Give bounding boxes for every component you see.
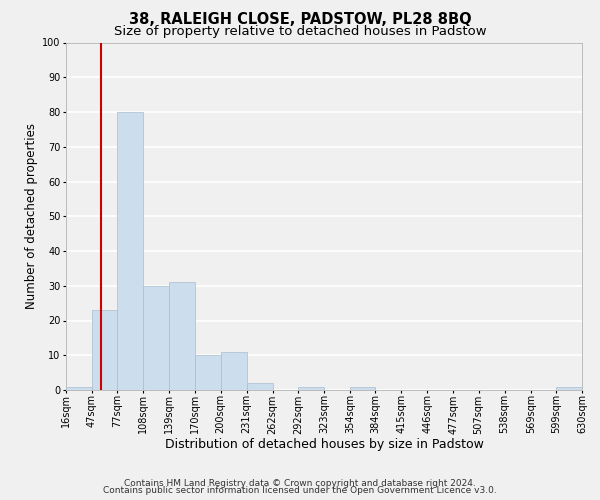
- Bar: [143, 286, 169, 390]
- Text: Contains public sector information licensed under the Open Government Licence v3: Contains public sector information licen…: [103, 486, 497, 495]
- X-axis label: Distribution of detached houses by size in Padstow: Distribution of detached houses by size …: [164, 438, 484, 450]
- Bar: [221, 352, 247, 390]
- Bar: [169, 282, 196, 390]
- Bar: [556, 386, 582, 390]
- Bar: [247, 383, 273, 390]
- Bar: [298, 386, 324, 390]
- Bar: [350, 386, 375, 390]
- Text: Size of property relative to detached houses in Padstow: Size of property relative to detached ho…: [113, 24, 487, 38]
- Bar: [196, 355, 221, 390]
- Y-axis label: Number of detached properties: Number of detached properties: [25, 123, 38, 309]
- Bar: [66, 386, 92, 390]
- Bar: [92, 310, 117, 390]
- Text: 38, RALEIGH CLOSE, PADSTOW, PL28 8BQ: 38, RALEIGH CLOSE, PADSTOW, PL28 8BQ: [128, 12, 472, 28]
- Text: 38 RALEIGH CLOSE: 58sqm
← 1% of detached houses are smaller (2)
99% of semi-deta: 38 RALEIGH CLOSE: 58sqm ← 1% of detached…: [0, 499, 1, 500]
- Text: Contains HM Land Registry data © Crown copyright and database right 2024.: Contains HM Land Registry data © Crown c…: [124, 478, 476, 488]
- Bar: [117, 112, 143, 390]
